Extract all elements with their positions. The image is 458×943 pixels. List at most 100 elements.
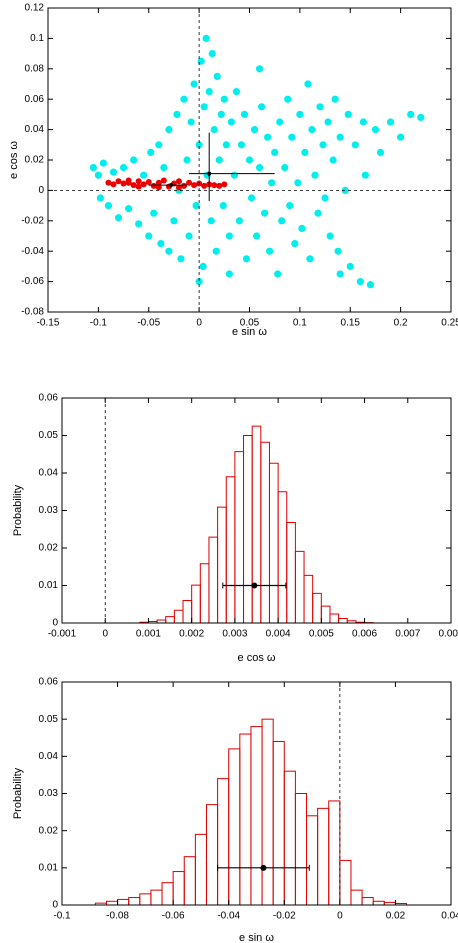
point bbox=[110, 181, 117, 188]
point bbox=[225, 232, 233, 240]
y-tick-label: 0.08 bbox=[25, 63, 45, 74]
point bbox=[212, 247, 220, 255]
x-tick-label: 0.05 bbox=[240, 318, 260, 329]
point bbox=[199, 262, 207, 270]
y-tick-label: 0.06 bbox=[25, 94, 45, 105]
point bbox=[125, 177, 132, 184]
point bbox=[157, 240, 165, 248]
point bbox=[220, 95, 228, 103]
point bbox=[274, 270, 282, 278]
point bbox=[296, 110, 304, 118]
bar bbox=[173, 609, 184, 624]
bar bbox=[294, 793, 308, 906]
point bbox=[291, 240, 299, 248]
point bbox=[222, 141, 230, 149]
y-tick-label: 0.02 bbox=[25, 155, 45, 166]
x-tick-label: 0 bbox=[196, 318, 202, 329]
point bbox=[140, 171, 148, 179]
point bbox=[336, 270, 344, 278]
point bbox=[242, 255, 251, 263]
y-tick-label: 0.04 bbox=[39, 468, 59, 479]
point bbox=[200, 103, 208, 111]
y-tick-label: 0.03 bbox=[39, 788, 59, 799]
bar bbox=[205, 804, 219, 906]
y-tick-label: 0.06 bbox=[39, 393, 59, 404]
point bbox=[321, 194, 329, 202]
x-tick-label: 0.008 bbox=[438, 629, 458, 640]
bar bbox=[228, 748, 241, 906]
point bbox=[205, 88, 213, 96]
point bbox=[109, 168, 118, 176]
bar bbox=[317, 807, 330, 906]
bar bbox=[372, 900, 385, 906]
point bbox=[150, 182, 157, 189]
bar bbox=[251, 425, 262, 624]
x-tick-label: 0.001 bbox=[136, 629, 161, 640]
y-axis-label: Probability bbox=[12, 484, 24, 536]
point bbox=[344, 110, 352, 118]
x-tick-label: 0.007 bbox=[395, 629, 420, 640]
bar bbox=[117, 898, 130, 906]
bar bbox=[261, 718, 274, 906]
point bbox=[190, 80, 198, 88]
point bbox=[311, 171, 319, 179]
x-tick-label: -0.06 bbox=[162, 911, 185, 922]
point bbox=[294, 179, 302, 187]
bar bbox=[283, 770, 296, 906]
bar bbox=[260, 441, 270, 624]
point bbox=[341, 186, 349, 194]
x-tick-label: 0.004 bbox=[266, 629, 291, 640]
point bbox=[255, 164, 264, 172]
y-tick-label: 0.05 bbox=[39, 430, 59, 441]
x-tick-label: 0.1 bbox=[293, 318, 307, 329]
bar bbox=[286, 522, 296, 624]
bar bbox=[277, 491, 288, 624]
point bbox=[187, 118, 195, 126]
point bbox=[308, 126, 316, 134]
bar bbox=[329, 613, 340, 624]
x-tick-label: 0 bbox=[337, 911, 343, 922]
x-axis-label: e sin ω bbox=[239, 932, 274, 943]
bar bbox=[139, 893, 152, 906]
mean-marker bbox=[251, 582, 258, 589]
point bbox=[250, 126, 259, 134]
point bbox=[316, 103, 324, 111]
point bbox=[268, 179, 276, 187]
x-tick-label: 0.002 bbox=[179, 629, 204, 640]
point bbox=[257, 103, 266, 111]
point bbox=[334, 247, 342, 255]
y-tick-label: 0.12 bbox=[25, 3, 45, 14]
point bbox=[306, 255, 314, 263]
point bbox=[264, 133, 272, 141]
x-tick-label: 0.15 bbox=[341, 318, 361, 329]
point bbox=[170, 217, 178, 225]
point bbox=[208, 50, 216, 58]
y-tick-label: -0.02 bbox=[21, 215, 44, 226]
point bbox=[215, 156, 223, 164]
y-axis-label: Probability bbox=[12, 767, 24, 819]
point bbox=[130, 156, 138, 164]
point bbox=[202, 34, 210, 43]
point bbox=[255, 65, 264, 73]
bar bbox=[199, 563, 210, 624]
bar bbox=[182, 600, 193, 624]
mean-marker bbox=[260, 864, 267, 871]
point bbox=[336, 133, 344, 141]
point bbox=[359, 118, 367, 126]
bar bbox=[350, 889, 363, 906]
y-tick-label: -0.04 bbox=[21, 246, 44, 257]
point bbox=[356, 278, 364, 286]
point bbox=[165, 126, 173, 134]
point bbox=[240, 110, 249, 118]
point bbox=[407, 110, 415, 118]
point bbox=[397, 133, 405, 141]
y-tick-label: 0 bbox=[38, 185, 44, 196]
point bbox=[165, 247, 173, 255]
point bbox=[185, 232, 193, 240]
bar bbox=[217, 778, 230, 906]
point bbox=[175, 178, 182, 185]
bar bbox=[217, 506, 227, 624]
point bbox=[160, 164, 168, 172]
point bbox=[197, 57, 205, 65]
point bbox=[298, 224, 306, 232]
